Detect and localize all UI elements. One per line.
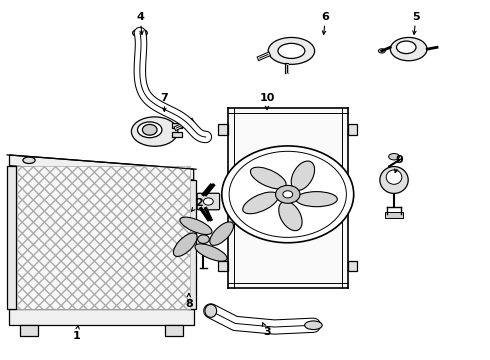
Polygon shape [9,309,194,325]
Ellipse shape [23,157,35,163]
Bar [172,132,182,137]
Ellipse shape [279,201,302,231]
Ellipse shape [389,153,399,160]
Bar [347,261,357,271]
Ellipse shape [250,167,286,189]
Ellipse shape [305,321,322,329]
Ellipse shape [268,37,315,64]
Ellipse shape [243,192,278,214]
Bar [17,166,190,309]
FancyBboxPatch shape [197,193,220,210]
Ellipse shape [131,117,178,146]
Text: 3: 3 [263,327,271,337]
Ellipse shape [380,167,408,193]
Ellipse shape [291,161,315,190]
Circle shape [275,185,300,203]
Bar [7,166,16,309]
Circle shape [229,151,346,237]
Bar [17,166,190,309]
Text: 7: 7 [161,93,168,103]
Text: 10: 10 [259,93,275,103]
Text: 1: 1 [73,331,80,341]
Circle shape [283,191,293,198]
Ellipse shape [173,233,197,256]
Text: 8: 8 [185,299,193,309]
Bar [187,180,196,309]
Bar [347,125,357,135]
Ellipse shape [195,244,227,261]
Bar [20,324,38,336]
Text: 2: 2 [195,198,202,208]
Ellipse shape [396,41,416,54]
Ellipse shape [203,198,213,205]
Ellipse shape [133,29,147,37]
Circle shape [222,146,354,243]
Ellipse shape [180,217,212,234]
Ellipse shape [391,37,427,61]
Text: 4: 4 [136,12,144,22]
Ellipse shape [138,122,162,138]
Bar [228,108,347,288]
Bar [385,212,403,218]
Bar [165,324,183,336]
Ellipse shape [386,170,402,184]
Ellipse shape [205,305,217,318]
Bar [218,125,228,135]
Ellipse shape [378,49,385,53]
Circle shape [197,235,209,243]
Ellipse shape [210,222,234,246]
Ellipse shape [296,192,337,207]
Text: 9: 9 [395,155,403,165]
Ellipse shape [278,43,305,58]
Text: 6: 6 [321,12,330,22]
Bar [218,261,228,271]
Polygon shape [9,155,194,180]
Bar [172,123,182,128]
Circle shape [143,125,157,135]
Text: 5: 5 [412,12,420,22]
